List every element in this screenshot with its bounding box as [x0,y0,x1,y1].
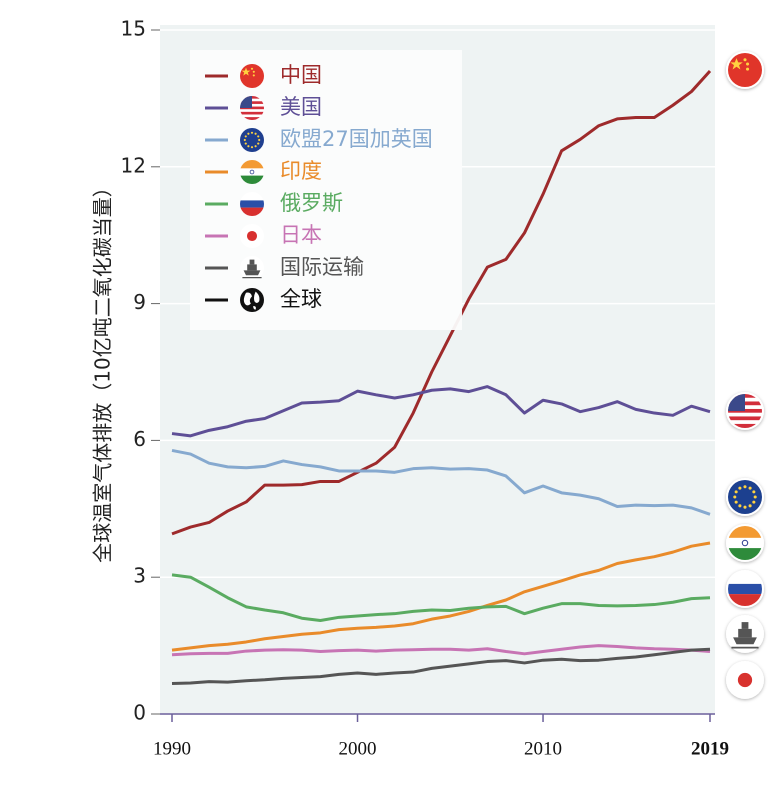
x-tick-label: 2000 [339,738,377,759]
end-flags [726,51,764,699]
lines [171,70,712,685]
legend-label: 全球 [280,287,322,311]
series-line [171,541,711,652]
y-tick-label: 3 [133,564,146,588]
legend-label: 俄罗斯 [280,191,343,215]
x-tick-label: 1990 [153,738,191,759]
y-tick-label: 9 [133,290,146,314]
y-tick-label: 0 [133,701,146,725]
legend-label: 日本 [280,223,322,247]
x-tick-label: 2019 [691,738,729,759]
legend-label: 美国 [280,95,322,119]
legend-box [190,50,462,330]
series-line [171,573,711,623]
y-axis-label: 全球温室气体排放（10亿吨二氧化碳当量） [91,177,115,562]
y-tick-label: 12 [121,153,146,177]
y-tick-label: 15 [121,17,146,41]
series-line [171,448,711,516]
legend-label: 国际运输 [280,255,364,279]
series-line [171,644,711,657]
y-tick-label: 6 [133,427,146,451]
series-line [171,385,711,438]
series-line [171,70,712,536]
legend-label: 印度 [280,159,322,183]
series-line [171,647,711,685]
x-tick-label: 2010 [524,738,562,759]
legend-label: 中国 [280,63,322,87]
legend-label: 欧盟27国加英国 [280,127,433,151]
